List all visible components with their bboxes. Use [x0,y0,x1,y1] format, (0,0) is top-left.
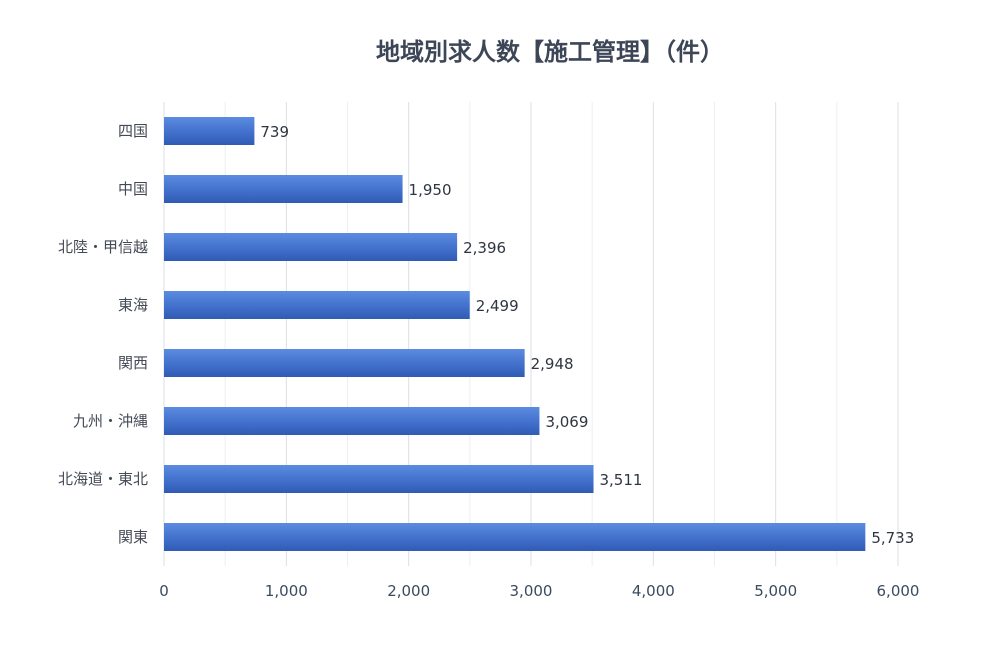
data-label: 5,733 [871,529,914,547]
data-label: 739 [260,123,289,141]
category-label: 関東 [118,528,148,546]
x-tick-label: 2,000 [387,582,430,600]
bar [164,465,594,493]
category-label: 中国 [118,180,148,198]
labels: 0 1,000 2,000 3,000 4,000 5,000 6,000 四国 739 中国 1,… [58,122,919,600]
gridlines [163,102,899,566]
x-tick-label: 1,000 [265,582,308,600]
category-label: 東海 [118,296,148,314]
bar [164,117,255,145]
data-label: 2,948 [531,355,574,373]
x-tick-label: 4,000 [632,582,675,600]
bar [164,233,458,261]
bars [164,117,866,551]
data-label: 2,499 [476,297,519,315]
x-tick-label: 0 [159,582,169,600]
bar [164,523,866,551]
category-label: 北海道・東北 [58,470,148,488]
data-label: 1,950 [409,181,452,199]
data-label: 3,511 [600,471,643,489]
category-label: 四国 [118,122,148,140]
chart-title: 地域別求人数【施工管理】（件） [376,38,724,66]
x-tick-label: 5,000 [754,582,797,600]
bar [164,291,470,319]
x-tick-label: 6,000 [877,582,920,600]
bar [164,349,525,377]
x-tick-label: 3,000 [510,582,553,600]
data-label: 3,069 [545,413,588,431]
bar [164,175,403,203]
category-label: 九州・沖縄 [73,412,148,430]
category-label: 北陸・甲信越 [58,238,148,256]
category-label: 関西 [118,354,148,372]
data-label: 2,396 [463,239,506,257]
bar [164,407,540,435]
